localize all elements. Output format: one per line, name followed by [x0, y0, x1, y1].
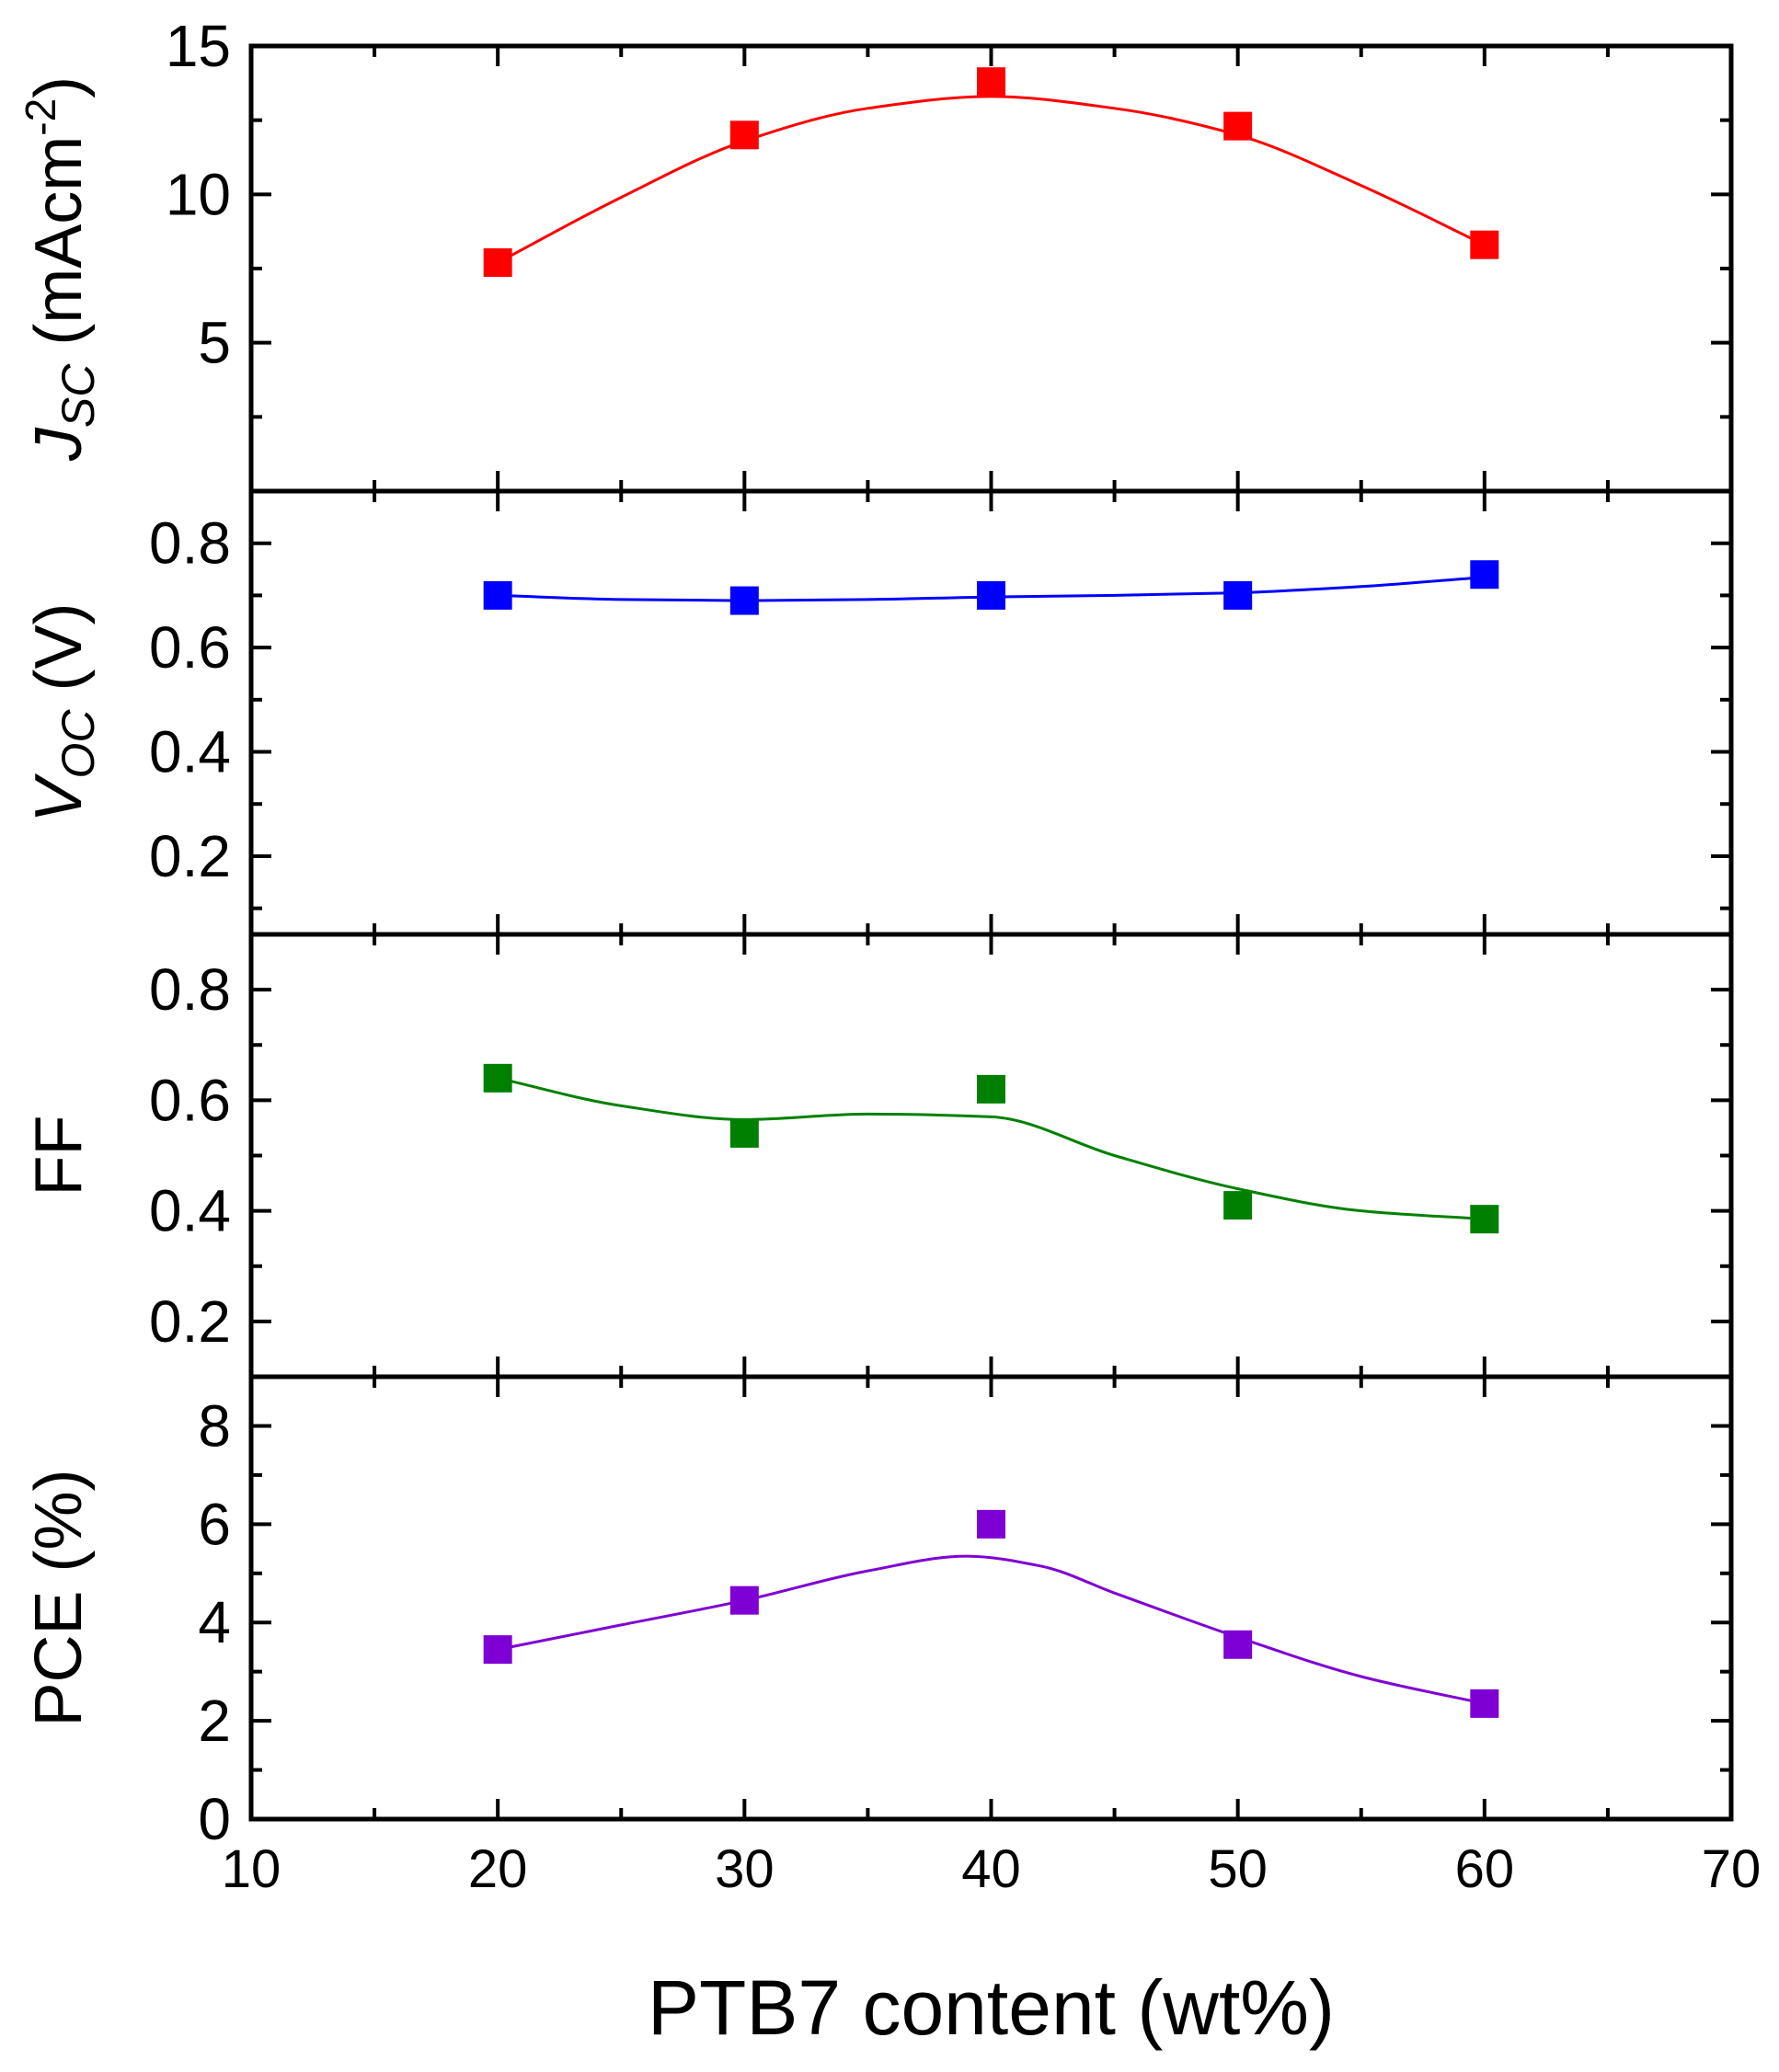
jsc-frame [248, 43, 1734, 494]
jsc-y-tick-label: 10 [166, 161, 231, 227]
ff-point [977, 1074, 1005, 1104]
pce-fit-line [497, 1554, 1486, 1705]
jsc-y-title: JSC (mAcm-2) [17, 76, 104, 462]
ff-fit-line [497, 1076, 1485, 1221]
x-tick-label: 70 [1702, 1839, 1762, 1899]
jsc-y-title-unit_suffix: ) [22, 76, 96, 98]
pce-y-title: PCE (%) [22, 1469, 96, 1726]
jsc-y-title-unit_sup: -2 [17, 98, 64, 136]
x-tick-label: 60 [1455, 1839, 1515, 1899]
pce-y-tick-label: 8 [198, 1392, 231, 1459]
ff-point [1470, 1205, 1499, 1234]
jsc-fit-line [497, 95, 1486, 264]
x-axis-title: PTB7 content (wt%) [648, 1964, 1335, 2051]
voc-point [1223, 580, 1253, 610]
jsc-point [977, 67, 1005, 97]
voc-y-title-main: V [22, 773, 96, 823]
ff-y-tick-label: 0.4 [149, 1178, 231, 1244]
pce-y-tick-label: 4 [198, 1589, 231, 1655]
ff-point [483, 1063, 512, 1093]
ff-panel: 0.2 0.4 0.6 0.8 FF [22, 932, 1734, 1379]
jsc-point [483, 248, 512, 278]
pce-point [483, 1635, 512, 1665]
pce-point [1223, 1630, 1253, 1659]
jsc-panel: 5 10 15 JSC (mAcm-2) [17, 13, 1734, 494]
voc-point [729, 586, 759, 615]
pce-point [1470, 1689, 1499, 1718]
pce-y-tick-label: 0 [198, 1786, 231, 1852]
voc-point [483, 580, 512, 610]
jsc-point [1470, 230, 1499, 259]
voc-y-title-unit_prefix: (V) [22, 602, 96, 709]
voc-frame [248, 488, 1734, 937]
jsc-y-title-unit_prefix: (mAcm [22, 136, 96, 364]
pce-y-tick-label: 2 [198, 1688, 231, 1754]
x-tick-label: 30 [715, 1839, 775, 1899]
jsc-y-title-sub: SC [52, 363, 104, 428]
jsc-point [729, 120, 759, 150]
jsc-point [1223, 111, 1253, 141]
jsc-y-tick-label: 15 [166, 13, 231, 79]
x-tick-label: 20 [468, 1839, 528, 1899]
ff-frame [248, 932, 1734, 1379]
pce-panel: 0 2 4 6 8 PCE (%) [22, 1374, 1734, 1852]
jsc-y-tick-label: 5 [198, 310, 231, 376]
voc-y-title-sub: OC [52, 709, 104, 779]
pce-point [729, 1585, 759, 1615]
x-tick-label: 50 [1208, 1839, 1268, 1899]
pce-frame [248, 1374, 1734, 1822]
voc-y-title: VOC (V) [22, 602, 104, 822]
voc-y-tick-label: 0.2 [149, 823, 231, 889]
ff-point [729, 1118, 759, 1148]
ff-y-tick-label: 0.2 [149, 1288, 231, 1355]
x-tick-label: 10 [222, 1839, 281, 1899]
ff-point [1223, 1191, 1253, 1220]
voc-point [977, 580, 1005, 610]
ff-y-title-main: FF [22, 1116, 96, 1196]
x-tick-label: 40 [961, 1839, 1021, 1899]
voc-point [1470, 560, 1499, 590]
voc-y-tick-label: 0.8 [149, 510, 231, 577]
pce-y-tick-label: 6 [198, 1491, 231, 1557]
voc-panel: 0.2 0.4 0.6 0.8 VOC (V) [22, 488, 1734, 937]
ff-y-title: FF [22, 1116, 96, 1196]
voc-y-tick-label: 0.6 [149, 614, 231, 681]
pce-point [977, 1509, 1005, 1539]
pce-y-title-main: PCE (%) [22, 1469, 96, 1726]
ff-y-tick-label: 0.6 [149, 1067, 231, 1133]
ff-y-tick-label: 0.8 [149, 956, 231, 1023]
voc-y-tick-label: 0.4 [149, 719, 231, 785]
jsc-y-title-main: J [22, 427, 96, 462]
